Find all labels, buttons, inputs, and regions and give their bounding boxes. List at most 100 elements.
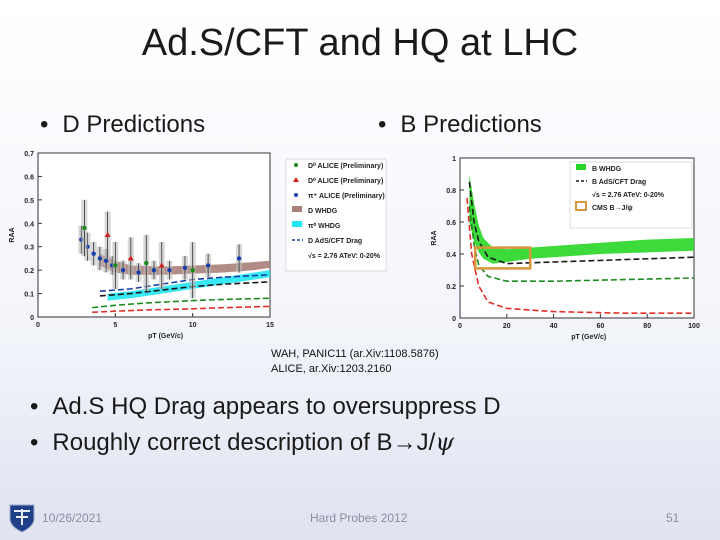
reference-alice: ALICE, ar.Xiv:1203.2160 — [271, 363, 392, 375]
legend: B WHDG B AdS/CFT Drag √s = 2.76 ATeV: 0-20… — [569, 161, 693, 229]
x-tick-label: 5 — [113, 322, 117, 329]
data-point — [182, 265, 188, 270]
slide-title: Ad.S/CFT and HQ at LHC — [141, 22, 579, 64]
y-tick-label: 0.4 — [446, 252, 456, 259]
legend-marker — [294, 193, 298, 197]
data-point — [104, 232, 111, 237]
bullet-mark: • — [40, 111, 49, 138]
legend-swatch — [575, 201, 587, 211]
y-tick-label: 0.2 — [24, 268, 34, 275]
y-tick-label: 0.6 — [24, 174, 34, 181]
legend-swatch — [292, 206, 302, 212]
legend-label: √s = 2.76 ATeV: 0-20% — [308, 252, 381, 260]
y-tick-label: 0.4 — [24, 221, 34, 228]
legend-label: B AdS/CFT Drag — [592, 179, 646, 186]
x-tick-label: 100 — [688, 323, 700, 330]
y-tick-label: 0.5 — [24, 198, 34, 205]
bullet-b-predictions: • B Predictions — [378, 111, 542, 139]
d-whdg-band-band — [99, 253, 270, 275]
b-predictions-chart: 0 20 40 60 80 100 0 0.2 0.4 0.6 0.8 1 pT (GeV/c) RAA B… — [431, 156, 700, 341]
legend-label: D WHDG — [308, 208, 338, 215]
bullet-mark: • — [30, 393, 39, 420]
footer-page-number: 51 — [666, 511, 680, 525]
bullet-mark: • — [378, 111, 387, 138]
y-tick-label: 0.2 — [446, 284, 456, 291]
data-point — [136, 270, 141, 275]
x-tick-label: 20 — [503, 323, 511, 330]
red-dashed-curve — [92, 305, 271, 314]
data-point — [167, 267, 172, 273]
data-point — [120, 267, 126, 273]
y-tick-label: 0.8 — [446, 188, 456, 195]
x-tick-label: 40 — [550, 323, 558, 330]
footer-date: 10/26/2021 — [42, 511, 103, 525]
y-axis-label: RAA — [9, 227, 16, 242]
x-tick-label: 0 — [36, 322, 40, 329]
psi-symbol: ψ — [435, 428, 455, 456]
legend-label: B WHDG — [592, 166, 622, 173]
legend: D⁰ ALICE (Preliminary) D⁰ ALICE (Prelimin… — [285, 158, 387, 272]
legend-frame — [285, 158, 387, 272]
references: WAH, PANIC11 (ar.Xiv:1108.5876) ALICE, a… — [271, 347, 439, 377]
cms-b-jpsi-box — [473, 246, 532, 270]
data-point — [97, 256, 103, 261]
legend-swatch — [292, 221, 302, 227]
x-tick-label: 15 — [266, 322, 274, 329]
legend-label: D⁰ ALICE (Preliminary) — [308, 162, 383, 170]
data-point — [144, 260, 149, 266]
legend-marker — [294, 163, 298, 167]
legend-marker — [293, 177, 299, 182]
data-point — [151, 267, 157, 273]
d-ads-cft-drag-curve — [99, 274, 271, 293]
green-dashed-curve — [468, 205, 695, 282]
bullet-mark: • — [30, 429, 39, 456]
y-tick-label: 0 — [30, 315, 34, 322]
bullet-drag-text: Ad.S HQ Drag appears to oversuppress D — [52, 393, 501, 420]
data-point — [91, 251, 96, 256]
data-point — [236, 256, 242, 261]
green-dashed-curve — [92, 297, 271, 309]
d-predictions-chart: 0 5 10 15 0 0.1 0.2 0.3 0.4 0.5 0.6 0.7 pT (GeV/c) RA… — [9, 151, 387, 340]
legend-frame — [569, 161, 693, 229]
bullet-desc-text: Roughly correct description of B→J/ — [52, 429, 436, 456]
university-crest-logo — [9, 504, 35, 533]
footer-conference: Hard Probes 2012 — [310, 511, 408, 525]
data-point — [205, 263, 211, 268]
x-tick-label: 0 — [458, 323, 462, 330]
data-point — [190, 267, 195, 273]
data-point — [82, 225, 87, 231]
data-point — [158, 262, 165, 268]
y-tick-label: 0 — [452, 316, 456, 323]
x-axis-label: pT (GeV/c) — [148, 333, 183, 340]
b-ads-cft-drag-curve — [468, 181, 695, 265]
x-tick-label: 60 — [597, 323, 605, 330]
legend-label: √s = 2.76 ATeV: 0-20% — [592, 191, 665, 199]
y-tick-label: 1 — [452, 156, 456, 163]
reference-panic: WAH, PANIC11 (ar.Xiv:1108.5876) — [271, 348, 439, 360]
y-axis-label: RAA — [431, 230, 438, 245]
legend-swatch — [576, 164, 586, 170]
b-whdg-band — [469, 174, 694, 264]
y-tick-label: 0.1 — [24, 292, 34, 299]
y-tick-label: 0.7 — [24, 151, 34, 158]
pi0-whdg-band-band — [107, 270, 270, 301]
data-point — [127, 255, 134, 261]
bullet-b-description: • Roughly correct description of B→J/ψ — [30, 428, 454, 457]
y-tick-label: 0.3 — [24, 245, 34, 252]
legend-label: π⁺ ALICE (Preliminary) — [308, 193, 385, 200]
black-dashed-curve — [99, 281, 271, 297]
legend-label: π⁰ WHDG — [308, 222, 341, 230]
bullet-d-text: D Predictions — [62, 111, 206, 138]
x-axis-label: pT (GeV/c) — [571, 334, 606, 341]
legend-label: D AdS/CFT Drag — [308, 238, 362, 245]
data-point — [103, 258, 109, 263]
red-dashed-curve — [466, 197, 694, 314]
data-point — [113, 263, 118, 268]
bullet-adS-drag: • Ad.S HQ Drag appears to oversuppress D — [30, 393, 501, 421]
y-tick-label: 0.6 — [446, 220, 456, 227]
legend-label: D⁰ ALICE (Preliminary) — [308, 177, 383, 185]
bullet-d-predictions: • D Predictions — [40, 111, 205, 139]
x-tick-label: 80 — [643, 323, 651, 330]
legend-label: CMS B→J/ψ — [592, 205, 633, 212]
bullet-b-text: B Predictions — [400, 111, 542, 138]
